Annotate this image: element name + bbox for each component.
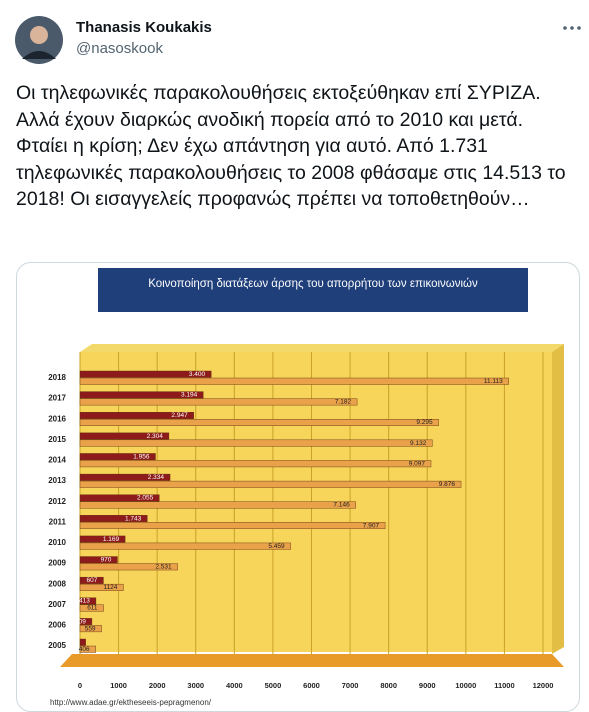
bar [79, 439, 433, 447]
value-label: 2.531 [155, 564, 172, 571]
value-label: 309 [75, 618, 86, 625]
bar [79, 645, 96, 653]
x-tick-label: 10000 [455, 681, 476, 690]
y-tick-label: 2009 [48, 559, 66, 568]
y-tick-label: 2006 [48, 620, 66, 629]
value-label: 970 [101, 557, 112, 564]
x-tick-label: 3000 [187, 681, 204, 690]
value-label: 611 [87, 605, 98, 612]
user-handle[interactable]: @nasoskook [76, 40, 163, 57]
bar [79, 480, 462, 488]
avatar[interactable] [14, 15, 64, 65]
bar [79, 597, 97, 605]
bar [79, 398, 358, 406]
bar [79, 494, 160, 502]
bar [79, 638, 86, 646]
more-menu[interactable] [562, 24, 582, 32]
source-url: http://www.adae.gr/ektheseeis-pepragmeno… [50, 698, 212, 707]
y-tick-label: 2014 [48, 456, 66, 465]
y-tick-label: 2012 [48, 497, 66, 506]
y-tick-label: 2017 [48, 394, 66, 403]
title-banner [98, 268, 528, 312]
value-label: 5.459 [268, 543, 285, 550]
value-label: 9.097 [409, 460, 426, 467]
bar [79, 535, 126, 543]
y-tick-label: 2015 [48, 435, 66, 444]
value-label: 3.194 [181, 392, 198, 399]
bar [79, 542, 291, 550]
x-tick-label: 0 [78, 681, 82, 690]
value-label: 2.947 [171, 412, 188, 419]
value-label: 2.055 [137, 495, 154, 502]
x-tick-label: 8000 [380, 681, 397, 690]
bar [79, 556, 118, 564]
value-label: 9.876 [439, 481, 456, 488]
floor [60, 654, 564, 667]
value-label: 146 [69, 639, 80, 646]
x-tick-label: 6000 [303, 681, 320, 690]
value-label: 413 [79, 598, 90, 605]
x-tick-label: 2000 [149, 681, 166, 690]
x-tick-label: 4000 [226, 681, 243, 690]
value-label: 607 [87, 577, 98, 584]
value-label: 1.169 [103, 536, 120, 543]
bar [79, 412, 194, 419]
bar [79, 583, 124, 591]
tweet-text: Οι τηλεφωνικές παρακολουθήσεις εκτοξεύθη… [16, 82, 566, 210]
value-label: 9.132 [410, 440, 427, 447]
value-label: 7.907 [363, 522, 380, 529]
value-label: 9.295 [416, 419, 433, 426]
bar [79, 604, 104, 612]
y-tick-label: 2007 [48, 600, 66, 609]
value-label: 2.304 [147, 433, 164, 440]
bar [79, 618, 93, 626]
bar [79, 563, 178, 571]
value-label: 1.743 [125, 515, 142, 522]
bar [79, 453, 156, 461]
y-tick-label: 2010 [48, 538, 66, 547]
bar [79, 432, 170, 440]
x-tick-label: 12000 [533, 681, 554, 690]
bar [79, 515, 148, 523]
value-label: 2.334 [148, 474, 165, 481]
bar [79, 419, 439, 426]
value-label: 406 [79, 646, 90, 653]
x-tick-label: 5000 [265, 681, 282, 690]
bar [79, 625, 102, 633]
bar [79, 370, 212, 378]
bar [79, 522, 386, 530]
chart-image[interactable]: Κοινοποίηση διατάξεων άρσης του απορρήτο… [16, 262, 580, 712]
y-tick-label: 2005 [48, 641, 66, 650]
x-tick-label: 1000 [110, 681, 127, 690]
y-tick-label: 2013 [48, 476, 66, 485]
value-label: 11.113 [484, 378, 503, 385]
chart-title: Κοινοποίηση διατάξεων άρσης του απορρήτο… [148, 278, 478, 290]
bar [79, 391, 204, 399]
y-tick-label: 2011 [49, 517, 67, 526]
bar [79, 473, 171, 481]
value-label: 7.146 [333, 502, 350, 509]
bar [79, 501, 356, 509]
value-label: 559 [85, 625, 96, 632]
value-label: 1124 [103, 584, 117, 591]
bar [79, 576, 104, 584]
value-label: 1.956 [133, 453, 150, 460]
y-tick-label: 2018 [48, 373, 66, 382]
user-name[interactable]: Thanasis Koukakis [76, 19, 212, 36]
x-tick-label: 11000 [494, 681, 514, 690]
y-tick-label: 2016 [48, 414, 66, 423]
bar [79, 460, 432, 468]
y-tick-label: 2008 [48, 579, 66, 588]
value-label: 7.182 [335, 399, 352, 406]
x-tick-label: 9000 [419, 681, 436, 690]
bar [79, 377, 509, 385]
value-label: 3.400 [189, 371, 206, 378]
x-tick-label: 7000 [342, 681, 359, 690]
